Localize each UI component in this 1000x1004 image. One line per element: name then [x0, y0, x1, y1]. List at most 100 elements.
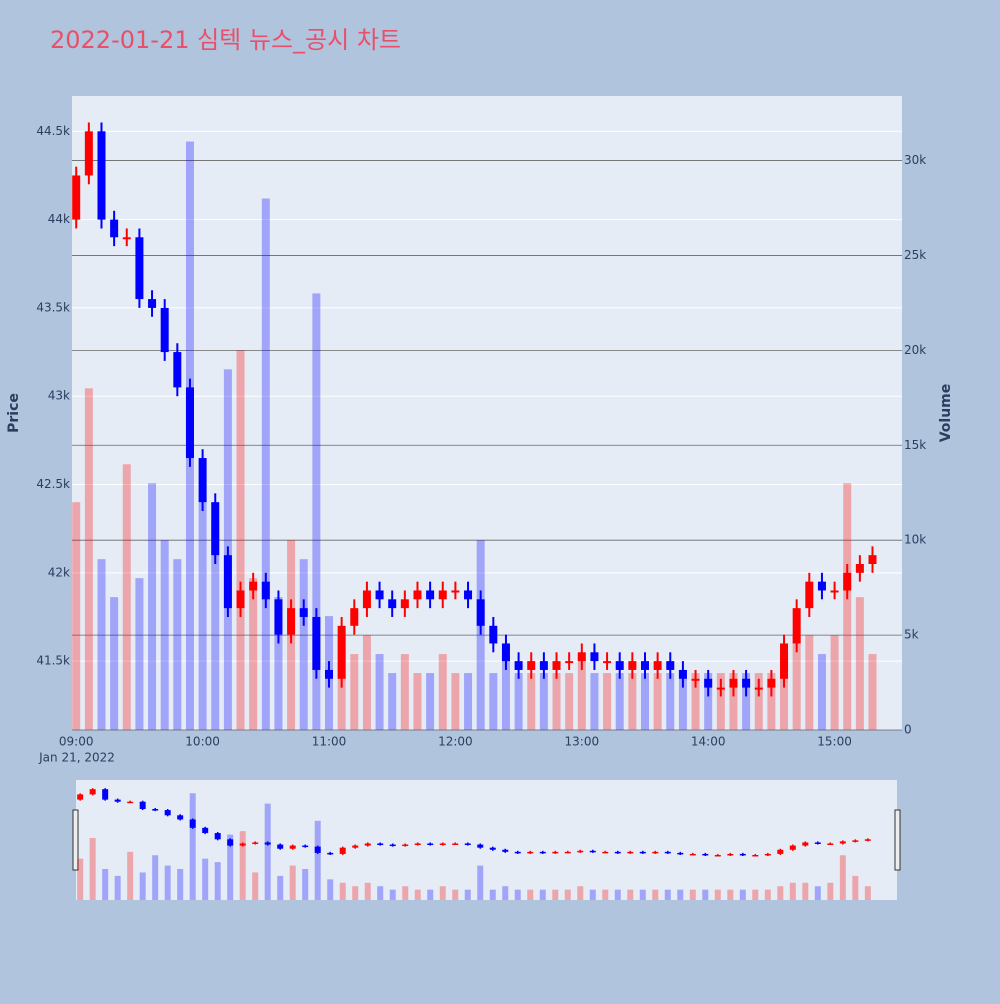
candle-body: [312, 616, 321, 670]
mini-candle-body: [164, 810, 171, 816]
volume-bar: [110, 597, 119, 730]
mini-volume-bar: [414, 889, 421, 900]
mini-candle-body: [802, 842, 809, 846]
mini-volume-bar: [702, 889, 709, 900]
mini-volume-bar: [89, 838, 96, 900]
mini-candle-body: [102, 789, 109, 800]
y-tick-label: 44.5k: [36, 124, 70, 138]
mini-volume-bar: [564, 889, 571, 900]
mini-volume-bar: [189, 793, 196, 900]
mini-candle-body: [227, 839, 234, 846]
candle-body: [792, 608, 801, 644]
plot-area: [72, 96, 902, 730]
mini-volume-bar: [727, 889, 734, 900]
mini-candle-body: [314, 846, 321, 853]
mini-volume-bar: [114, 875, 121, 900]
candle-body: [704, 678, 713, 688]
volume-bar: [198, 502, 207, 730]
candle-body: [527, 661, 536, 670]
volume-bar: [590, 673, 599, 730]
volume-bar: [527, 673, 536, 730]
candle-body: [148, 299, 157, 308]
candle-body: [122, 237, 131, 240]
volume-bar: [742, 673, 751, 730]
x-tick-label: 09:00: [59, 735, 94, 749]
x-tick-label: 14:00: [691, 735, 726, 749]
mini-candle-body: [727, 853, 734, 856]
volume-bar: [666, 673, 675, 730]
mini-volume-bar: [464, 889, 471, 900]
mini-candle-body: [152, 809, 159, 811]
mini-volume-bar: [714, 889, 721, 900]
candle-body: [539, 661, 548, 670]
mini-volume-bar: [527, 889, 534, 900]
candle-body: [754, 687, 763, 690]
mini-candle-body: [564, 851, 571, 854]
mini-candle-body: [239, 843, 246, 846]
mini-volume-bar: [302, 869, 309, 900]
mini-volume-bar: [689, 889, 696, 900]
volume-bar: [514, 673, 523, 730]
mini-candle-body: [652, 851, 659, 854]
range-handle-left[interactable]: [72, 809, 79, 871]
mini-candle-body: [614, 851, 621, 854]
mini-volume-bar: [452, 889, 459, 900]
candle-body: [325, 669, 334, 679]
mini-volume-bar: [314, 820, 321, 900]
mini-candle-body: [427, 843, 434, 845]
volume-bar: [413, 673, 422, 730]
volume-bar: [122, 464, 131, 730]
mini-candle-body: [402, 844, 409, 847]
mini-volume-bar: [614, 889, 621, 900]
mini-volume-bar: [802, 882, 809, 900]
mini-volume-bar: [652, 889, 659, 900]
mini-candle-body: [702, 853, 709, 856]
candle-body: [72, 175, 81, 220]
mini-candle-body: [839, 841, 846, 844]
candle-body: [805, 581, 814, 609]
mini-candle-body: [127, 801, 134, 804]
candle-body: [501, 643, 510, 662]
mini-volume-bar: [439, 886, 446, 900]
candle-body: [552, 661, 561, 670]
mini-volume-bar: [264, 803, 271, 900]
x-date-label: Jan 21, 2022: [38, 751, 115, 765]
volume-bar: [767, 673, 776, 730]
candle-body: [160, 307, 169, 353]
y-tick-label: 44k: [48, 212, 70, 226]
mini-volume-bar: [239, 831, 246, 900]
y2-tick-label: 25k: [904, 248, 926, 262]
volume-bar: [565, 673, 574, 730]
x-tick-label: 13:00: [565, 735, 600, 749]
mini-volume-bar: [552, 889, 559, 900]
range-slider[interactable]: [76, 780, 897, 900]
volume-bar: [375, 654, 384, 730]
mini-candle-body: [439, 843, 446, 845]
volume-bar: [868, 654, 877, 730]
volume-bar: [843, 483, 852, 730]
mini-candle-body: [477, 844, 484, 848]
candle-body: [223, 555, 232, 609]
chart-title: 2022-01-21 심텍 뉴스_공시 차트: [50, 26, 401, 54]
volume-bar: [577, 654, 586, 730]
volume-bar: [211, 521, 220, 730]
mini-volume-bar: [664, 889, 671, 900]
range-handle-right[interactable]: [894, 809, 901, 871]
mini-candle-body: [589, 850, 596, 853]
candle-body: [603, 661, 612, 664]
candle-body: [615, 661, 624, 670]
candle-body: [426, 590, 435, 600]
volume-bar: [236, 350, 245, 730]
mini-volume-bar: [814, 886, 821, 900]
candle-body: [843, 572, 852, 591]
mini-candle-body: [752, 854, 759, 857]
candle-body: [388, 599, 397, 609]
y-tick-label: 42.5k: [36, 477, 70, 491]
mini-volume-bar: [827, 882, 834, 900]
candle-body: [211, 502, 220, 556]
mini-volume-bar: [852, 875, 859, 900]
mini-candle-body: [114, 799, 121, 802]
mini-candle-body: [514, 851, 521, 854]
mini-volume-bar: [289, 865, 296, 900]
volume-bar: [805, 635, 814, 730]
